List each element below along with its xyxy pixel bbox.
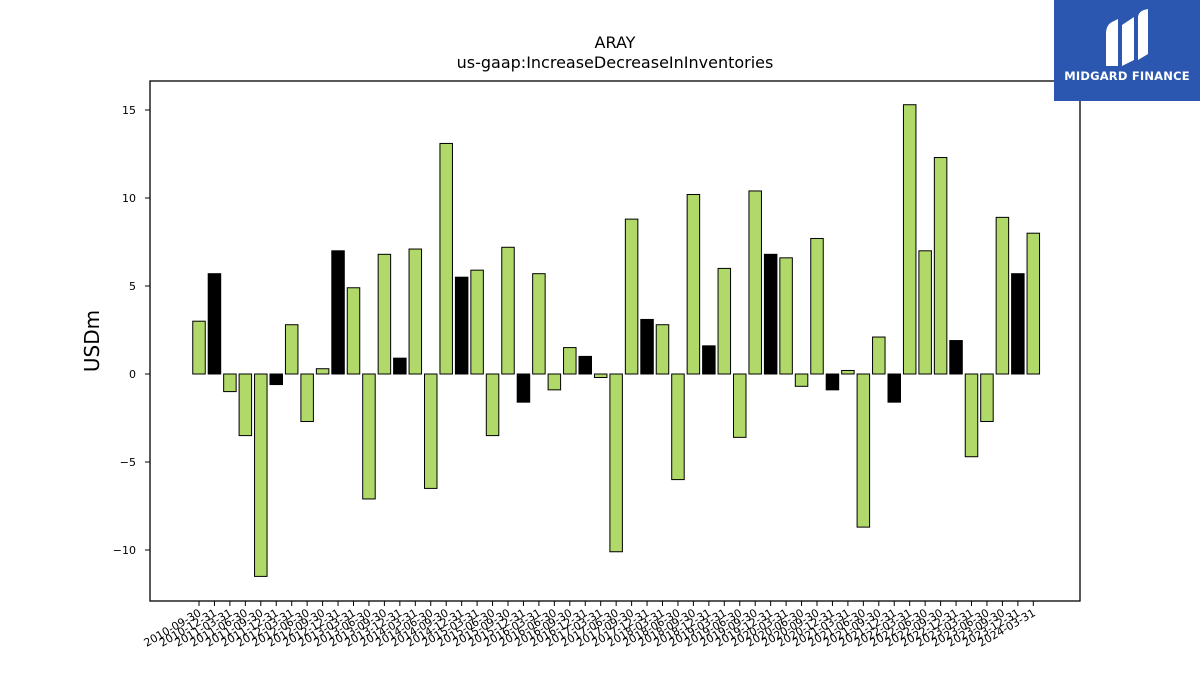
bar-2015-09-30 [501,246,515,375]
bar-2022-06-30 [918,250,932,375]
bar-2014-12-31 [454,276,469,375]
bar-2023-12-31 [1011,273,1025,375]
bar-2023-03-31 [964,373,979,458]
bar-2013-09-30 [377,253,392,375]
logo-text: MIDGARD FINANCE [1064,69,1190,83]
bar-2019-06-30 [733,373,747,438]
bar-2015-03-31 [470,269,484,375]
bar-2018-03-31 [655,324,670,375]
bar-2022-09-30 [933,157,948,375]
y-tick-label: −10 [113,544,136,557]
bar-2019-12-31 [763,253,778,375]
bar-2017-03-31 [593,373,608,379]
bar-2016-09-30 [563,347,577,375]
bar-2020-06-30 [794,373,809,387]
bars-layer [192,104,1041,577]
bar-2014-09-30 [439,142,453,375]
bar-2017-06-30 [609,373,623,553]
y-tick-label: 5 [129,280,136,293]
bar-2016-12-31 [578,355,592,375]
bar-2015-12-31 [516,373,531,403]
bar-2021-09-30 [872,336,886,375]
bar-2012-12-31 [331,250,345,375]
bar-2023-09-30 [995,216,1010,375]
chart-title: ARAY [595,33,636,52]
bar-2012-06-30 [300,373,314,423]
y-tick-label: 10 [122,192,136,205]
bar-2013-03-31 [346,287,361,375]
bar-2020-12-31 [825,373,840,391]
bar-2013-06-30 [362,373,376,500]
bar-2021-06-30 [856,373,871,528]
bar-2024-03-31 [1026,232,1041,375]
plot-frame [149,80,1081,602]
y-tick-label: −5 [120,456,136,469]
x-axis: 2010-09-302010-12-312011-03-312011-06-30… [142,601,1038,650]
bar-2010-12-31 [207,273,222,375]
bar-2022-12-31 [949,340,963,375]
bar-2022-03-31 [902,104,917,375]
bar-2012-03-31 [284,324,299,375]
bar-2016-03-31 [532,273,546,375]
bar-2011-09-30 [254,373,268,577]
bar-2018-06-30 [671,373,685,481]
bar-2019-09-30 [748,190,762,375]
y-tick-label: 15 [122,104,136,117]
y-tick-label: 0 [129,368,136,381]
bar-2011-12-31 [269,373,283,386]
y-axis: −10 −5 0 5 10 15 [113,104,150,557]
bar-2014-03-31 [408,248,423,375]
bar-2013-12-31 [393,357,407,375]
bar-2017-09-30 [624,218,639,375]
bar-2021-12-31 [887,373,901,403]
bar-2015-06-30 [485,373,500,437]
bar-2011-03-31 [223,373,237,393]
bar-2020-03-31 [779,257,793,375]
bar-2021-03-31 [841,369,855,375]
bar-2019-03-31 [717,267,732,375]
midgard-finance-logo: MIDGARD FINANCE [1054,0,1200,101]
bar-2017-12-31 [640,318,654,375]
bar-2020-09-30 [810,237,824,375]
bar-2018-09-30 [686,193,701,375]
midgard-logo-icon [1106,9,1148,66]
bar-2012-09-30 [315,368,330,375]
bar-2023-06-30 [980,373,994,423]
bar-2014-06-30 [424,373,438,489]
bar-2018-12-31 [702,345,716,375]
bar-2011-06-30 [238,373,253,437]
y-axis-label: USDm [80,310,104,372]
bar-2010-09-30 [192,320,206,375]
chart-subtitle: us-gaap:IncreaseDecreaseInInventories [457,53,774,72]
bar-2016-06-30 [547,373,562,391]
